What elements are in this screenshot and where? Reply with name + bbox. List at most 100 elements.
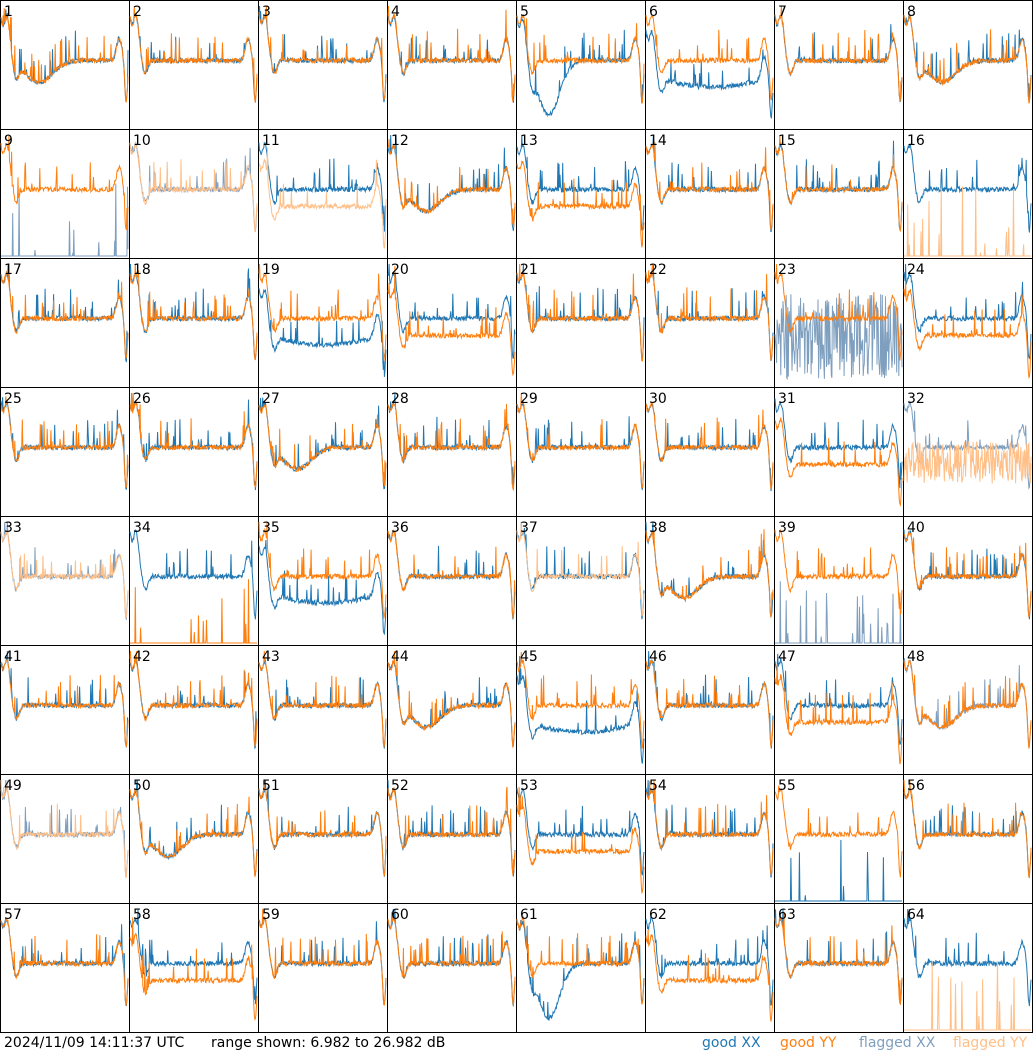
panel-label: 54 (649, 778, 667, 794)
panel-62: 62 (645, 903, 775, 1033)
panel-frame (774, 0, 904, 130)
series-yy-panel-31 (774, 417, 903, 507)
series-yy-panel-1 (0, 8, 129, 104)
series-yy-panel-59 (258, 908, 387, 1006)
series-yy-panel-57 (0, 918, 129, 1007)
panel-48: 48 (903, 645, 1033, 775)
panel-label: 33 (4, 520, 22, 536)
series-xx-panel-9 (1, 183, 129, 257)
series-xx-panel-16 (903, 143, 1032, 233)
panel-frame (645, 129, 775, 259)
panel-42: 42 (129, 645, 259, 775)
panel-frame (129, 0, 259, 130)
panel-frame (387, 387, 517, 517)
panel-54: 54 (645, 774, 775, 904)
panel-label: 8 (907, 4, 916, 20)
panel-label: 52 (391, 778, 409, 794)
series-yy-panel-30 (645, 401, 774, 492)
panel-59: 59 (258, 903, 388, 1033)
panel-frame (645, 903, 775, 1033)
panel-label: 1 (4, 4, 13, 20)
panel-frame (645, 0, 775, 130)
panel-47: 47 (774, 645, 904, 775)
panel-frame (774, 903, 904, 1033)
series-yy-panel-2 (129, 5, 258, 103)
panel-frame (258, 645, 388, 775)
panel-frame (387, 258, 517, 388)
panel-frame (387, 903, 517, 1033)
panel-36: 36 (387, 516, 517, 646)
panel-15: 15 (774, 129, 904, 259)
panel-frame (0, 387, 130, 517)
panel-58: 58 (129, 903, 259, 1033)
series-yy-panel-20 (387, 266, 516, 377)
panel-frame (0, 903, 130, 1033)
series-yy-panel-49 (0, 779, 129, 879)
panel-33: 33 (0, 516, 130, 646)
panel-label: 15 (778, 133, 796, 149)
series-yy-panel-51 (258, 779, 387, 877)
series-yy-panel-3 (258, 5, 387, 100)
series-yy-panel-39 (774, 528, 903, 615)
panel-label: 35 (262, 520, 280, 536)
series-yy-panel-43 (258, 650, 387, 748)
series-xx-panel-34 (129, 529, 258, 620)
panel-32: 32 (903, 387, 1033, 517)
series-xx-panel-31 (774, 398, 903, 489)
series-xx-panel-42 (129, 659, 258, 750)
panel-label: 62 (649, 907, 667, 923)
panel-label: 2 (133, 4, 142, 20)
panel-50: 50 (129, 774, 259, 904)
panel-64: 64 (903, 903, 1033, 1033)
panel-52: 52 (387, 774, 517, 904)
series-xx-panel-6 (645, 29, 774, 119)
series-yy-panel-4 (387, 5, 516, 103)
panel-27: 27 (258, 387, 388, 517)
panel-16: 16 (903, 129, 1033, 259)
panel-10: 10 (129, 129, 259, 259)
panel-19: 19 (258, 258, 388, 388)
panel-label: 37 (520, 520, 538, 536)
panel-label: 5 (520, 4, 529, 20)
series-yy-panel-64 (904, 960, 1031, 1031)
panel-5: 5 (516, 0, 646, 130)
series-yy-panel-33 (0, 530, 129, 619)
panel-13: 13 (516, 129, 646, 259)
panel-frame (129, 387, 259, 517)
panel-61: 61 (516, 903, 646, 1033)
series-yy-panel-23 (774, 263, 903, 361)
panel-frame (774, 516, 904, 646)
panel-frame (258, 903, 388, 1033)
panel-label: 24 (907, 262, 925, 278)
panel-label: 16 (907, 133, 925, 149)
panel-3: 3 (258, 0, 388, 130)
panel-label: 19 (262, 262, 280, 278)
panel-28: 28 (387, 387, 517, 517)
panel-label: 10 (133, 133, 151, 149)
series-yy-panel-56 (903, 779, 1032, 879)
panel-frame (516, 258, 646, 388)
series-xx-panel-58 (129, 908, 258, 1005)
panel-label: 32 (907, 391, 925, 407)
panel-frame (129, 903, 259, 1033)
series-yy-panel-41 (0, 658, 129, 748)
series-yy-panel-48 (903, 659, 1032, 749)
panel-24: 24 (903, 258, 1033, 388)
panel-frame (903, 516, 1033, 646)
panel-8: 8 (903, 0, 1033, 130)
panel-label: 12 (391, 133, 409, 149)
panel-frame (516, 387, 646, 517)
panel-label: 56 (907, 778, 925, 794)
series-xx-panel-64 (903, 908, 1032, 1007)
range-shown: range shown: 6.982 to 26.982 dB (211, 1035, 446, 1051)
panel-label: 58 (133, 907, 151, 923)
panel-frame (516, 516, 646, 646)
panel-label: 41 (4, 649, 22, 665)
panel-34: 34 (129, 516, 259, 646)
panel-21: 21 (516, 258, 646, 388)
series-yy-panel-35 (258, 521, 387, 619)
panel-11: 11 (258, 129, 388, 259)
panel-63: 63 (774, 903, 904, 1033)
panel-frame (645, 258, 775, 388)
series-yy-panel-26 (129, 392, 258, 488)
